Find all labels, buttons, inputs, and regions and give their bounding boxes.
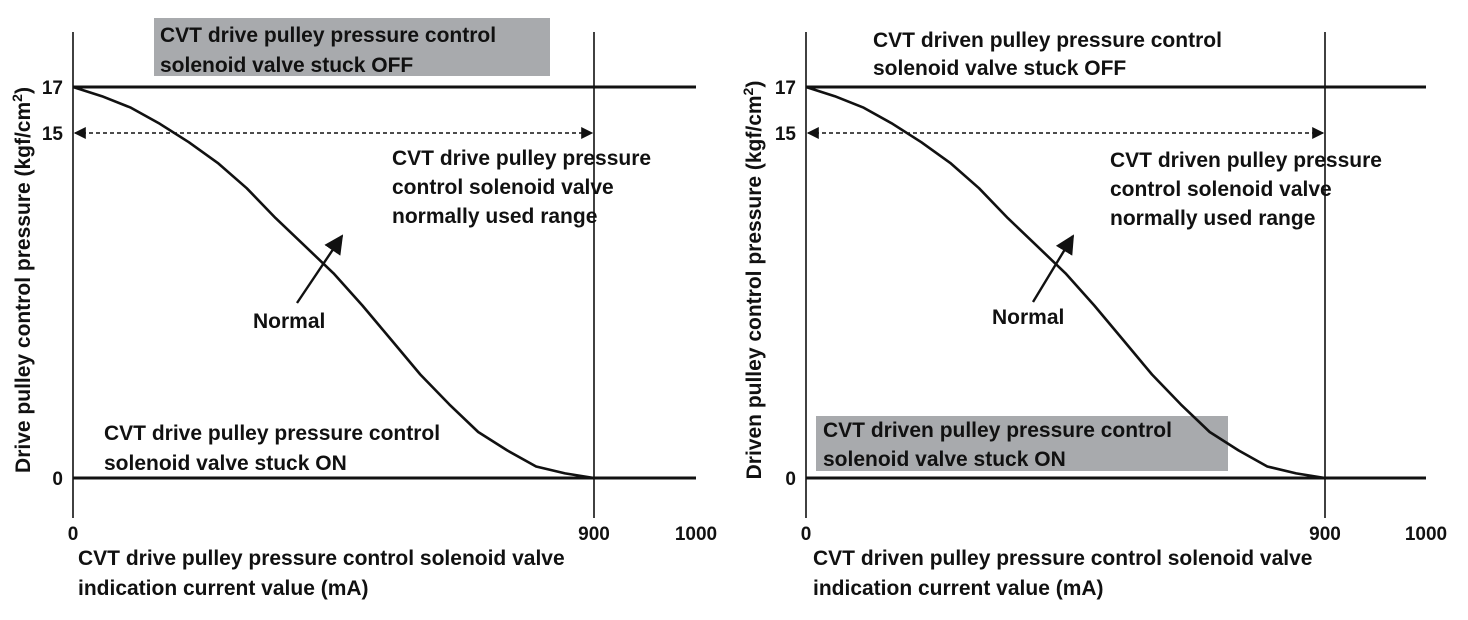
x-tick-label: 900 <box>578 524 610 545</box>
y-axis-title-sup: 2 <box>740 87 756 95</box>
x-axis-title-line1: CVT driven pulley pressure control solen… <box>813 547 1312 570</box>
normal-curve <box>805 85 1326 480</box>
chart-panel-1: 0 15 17 0 900 1000 CVT drive pulley pressure c… <box>9 18 717 600</box>
x-axis-title-line1: CVT drive pulley pressure control soleno… <box>78 547 565 570</box>
stuck-off-label-line2: solenoid valve stuck OFF <box>873 57 1126 80</box>
normal-label: Normal <box>253 310 325 333</box>
y-axis-title-main: Drive pulley control pressure (kgf/cm <box>12 102 35 473</box>
stuck-off-label-line1: CVT drive pulley pressure control <box>160 24 496 47</box>
normal-pointer-arrow <box>296 234 344 304</box>
y-axis-title: Driven pulley control pressure (kgf/cm2) <box>740 81 766 480</box>
normal-label: Normal <box>992 306 1064 329</box>
y-axis-title-end: ) <box>12 87 35 94</box>
x-tick-label: 900 <box>1309 524 1341 545</box>
y-axis-title-sup: 2 <box>9 94 25 102</box>
x-tick-label: 1000 <box>675 524 717 545</box>
y-axis-title: Drive pulley control pressure (kgf/cm2) <box>9 87 35 473</box>
normal-curve <box>72 85 595 480</box>
y-tick-label: 15 <box>42 124 64 145</box>
y-tick-label: 17 <box>775 78 796 99</box>
stuck-off-highlight <box>154 18 550 76</box>
normal-range-label-line1: CVT drive pulley pressure <box>392 147 651 170</box>
stuck-on-highlight <box>816 416 1228 471</box>
y-tick-label: 17 <box>42 78 63 99</box>
normal-range-label-line2: control solenoid valve <box>1110 178 1332 201</box>
y-axis-title-end: ) <box>743 81 766 88</box>
stuck-on-label-line1: CVT driven pulley pressure control <box>823 419 1172 442</box>
x-tick-label: 0 <box>68 524 79 545</box>
stuck-on-label-line2: solenoid valve stuck ON <box>104 452 347 475</box>
y-tick-label: 0 <box>52 469 63 490</box>
x-axis-title-line2: indication current value (mA) <box>78 577 369 600</box>
normal-range-label-line3: normally used range <box>392 205 597 228</box>
chart-panel-2: 0 15 17 0 900 1000 CVT driven pulley pressure … <box>740 29 1447 600</box>
x-tick-label: 1000 <box>1405 524 1447 545</box>
normal-range-label-line2: control solenoid valve <box>392 176 614 199</box>
stuck-on-label-line1: CVT drive pulley pressure control <box>104 422 440 445</box>
stuck-on-label-line2: solenoid valve stuck ON <box>823 448 1066 471</box>
stuck-off-label-line2: solenoid valve stuck OFF <box>160 54 413 77</box>
normal-range-label-line3: normally used range <box>1110 207 1315 230</box>
x-tick-label: 0 <box>801 524 812 545</box>
y-tick-label: 0 <box>785 469 796 490</box>
y-tick-label: 15 <box>775 124 797 145</box>
stuck-off-label-line1: CVT driven pulley pressure control <box>873 29 1222 52</box>
normal-pointer-arrow <box>1031 234 1075 303</box>
x-axis-title-line2: indication current value (mA) <box>813 577 1104 600</box>
y-axis-title-main: Driven pulley control pressure (kgf/cm <box>743 95 766 479</box>
normal-range-label-line1: CVT driven pulley pressure <box>1110 149 1382 172</box>
